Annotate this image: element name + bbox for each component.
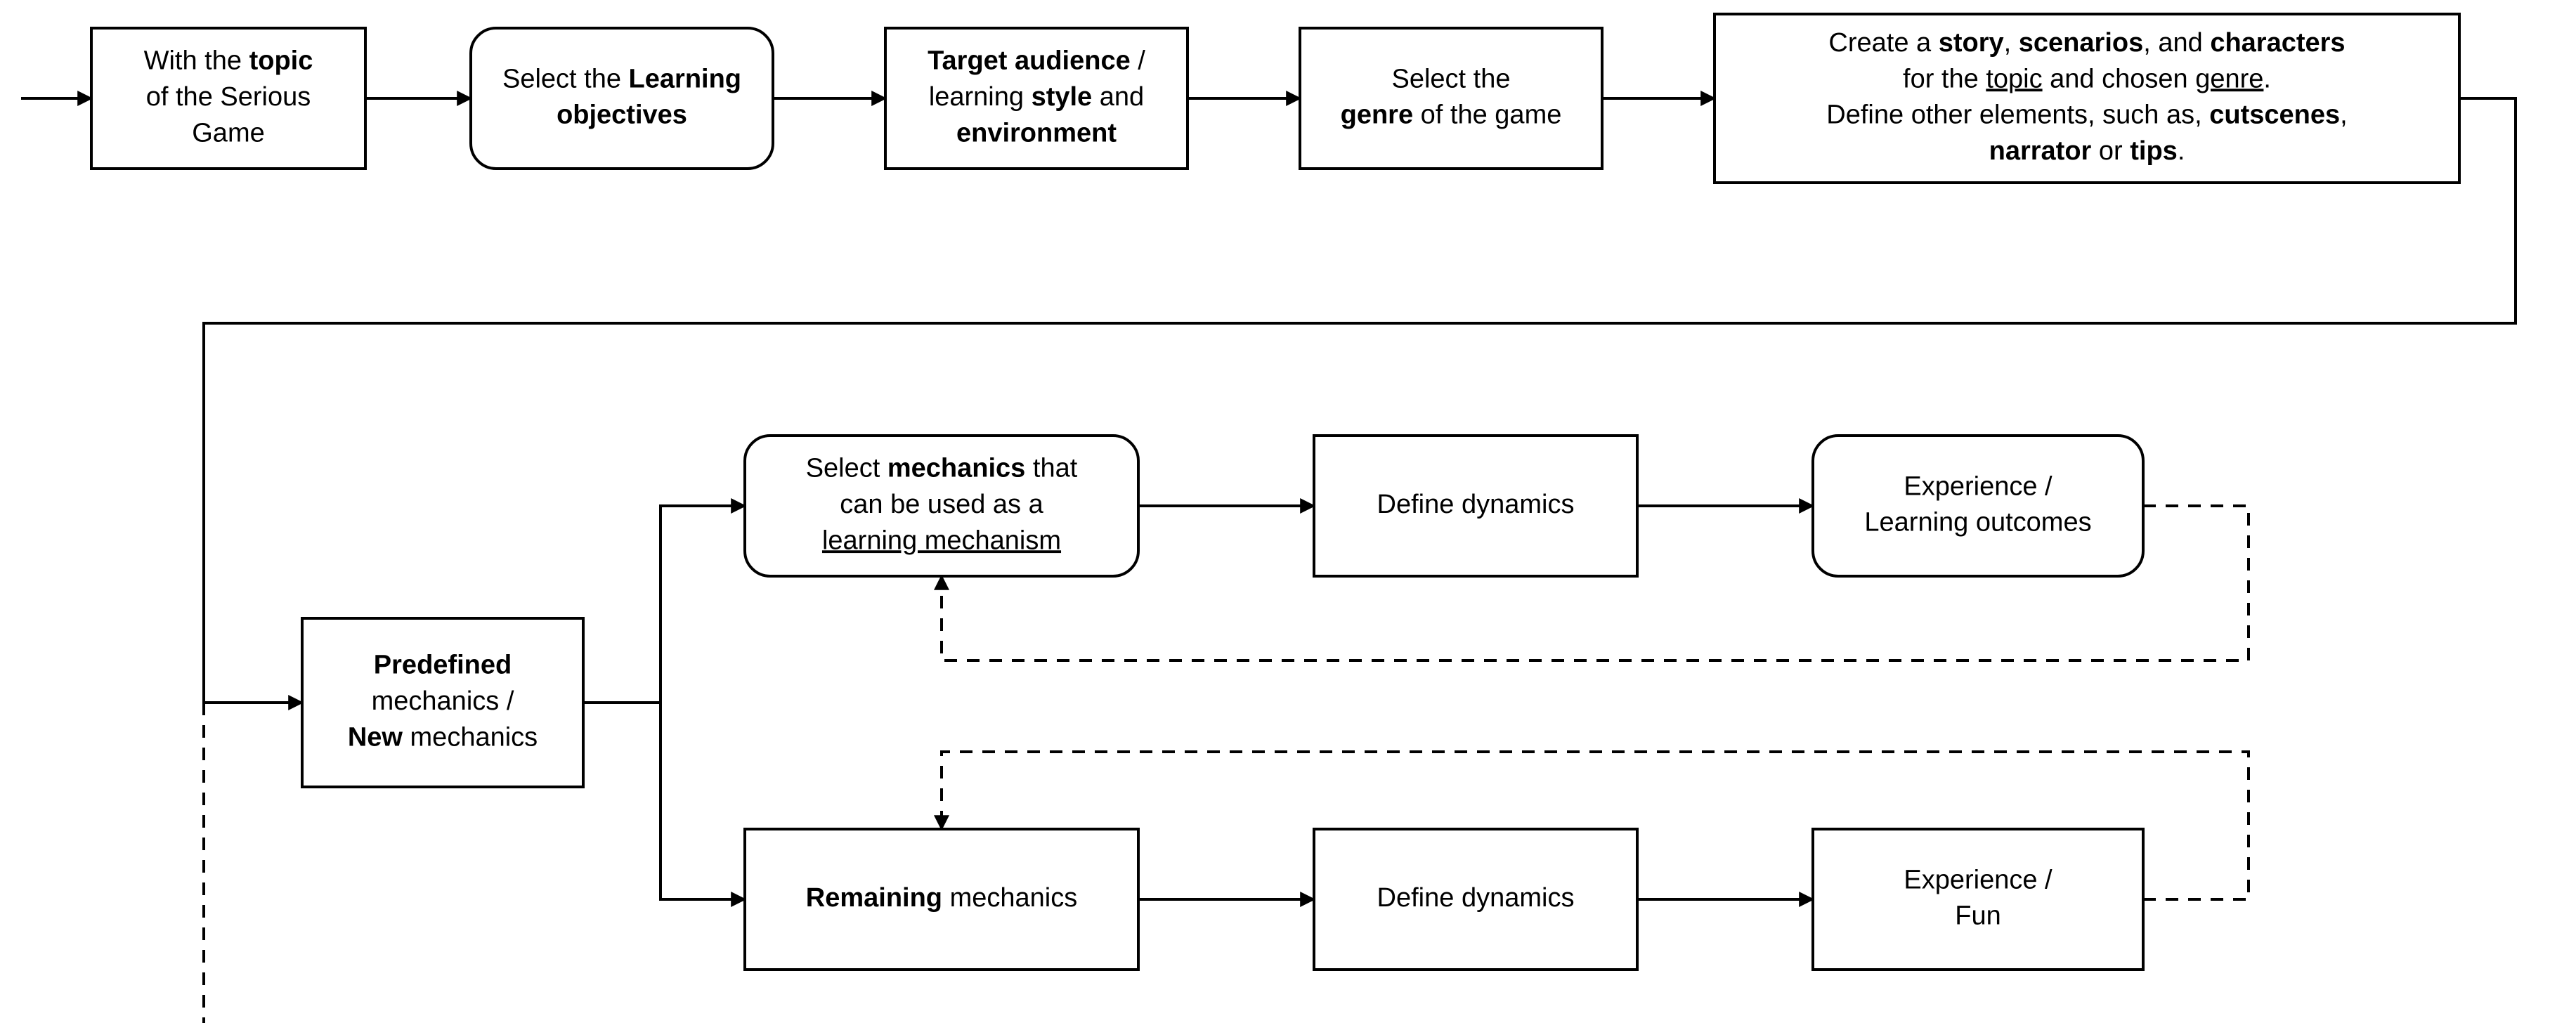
node-n1-line-0: With the topic [144,46,313,76]
edge-5 [204,98,2516,703]
node-n7-line-0: Select mechanics that [806,454,1078,483]
node-n11: Experience / Learning outcomes [1813,436,2143,576]
node-n7: Select mechanics that can be used as a lea… [745,436,1138,576]
node-n4: Select the genre of the game [1300,28,1602,169]
flowchart-container: With the topic of the Serious Game Select t… [0,0,2576,1023]
edge-8 [661,703,745,899]
node-n7-line-2: learning mechanism [822,526,1061,555]
node-n9: Define dynamics [1314,436,1637,576]
node-n5: Create a story, scenarios, and character… [1715,14,2459,183]
node-n1: With the topic of the Serious Game [91,28,365,169]
node-n10-line-0: Define dynamics [1377,883,1575,913]
node-n5-line-3: narrator or tips. [1989,136,2185,166]
node-n3-line-0: Target audience / [928,46,1145,76]
node-n6-line-2: New mechanics [348,722,538,752]
flowchart-svg: With the topic of the Serious Game Select t… [0,0,2576,1023]
node-n1-line-2: Game [192,118,264,148]
node-n9-line-0: Define dynamics [1377,490,1575,519]
node-n10: Define dynamics [1314,829,1637,970]
node-n3-line-2: environment [956,118,1117,148]
node-n3: Target audience / learning style and envir… [885,28,1188,169]
node-n2-line-0: Select the Learning [502,64,741,93]
edge-7 [661,506,745,703]
nodes-layer: With the topic of the Serious Game Select t… [91,14,2459,970]
node-n12: Experience / Fun [1813,829,2143,970]
node-n6: Predefined mechanics / New mechanics [302,618,583,787]
node-n5-line-0: Create a story, scenarios, and character… [1828,28,2345,58]
node-n5-line-2: Define other elements, such as, cutscene… [1826,100,2347,130]
node-n11-line-1: Learning outcomes [1864,508,2091,537]
node-n8: Remaining mechanics [745,829,1138,970]
node-n6-line-1: mechanics / [372,686,514,716]
node-n4-line-0: Select the [1392,64,1511,93]
node-n5-line-1: for the topic and chosen genre. [1903,64,2271,93]
node-n12-line-0: Experience / [1904,865,2053,894]
node-n7-line-1: can be used as a [840,490,1043,519]
node-n11-line-0: Experience / [1904,471,2053,501]
node-n1-line-1: of the Serious [146,82,311,112]
node-n6-line-0: Predefined [374,651,512,680]
node-n2: Select the Learning objectives [471,28,773,169]
node-n3-line-1: learning style and [929,82,1144,112]
node-n8-line-0: Remaining mechanics [806,883,1077,913]
node-n4-line-1: genre of the game [1341,100,1562,130]
node-n2-line-1: objectives [557,100,687,130]
node-n12-line-1: Fun [1955,901,2001,931]
